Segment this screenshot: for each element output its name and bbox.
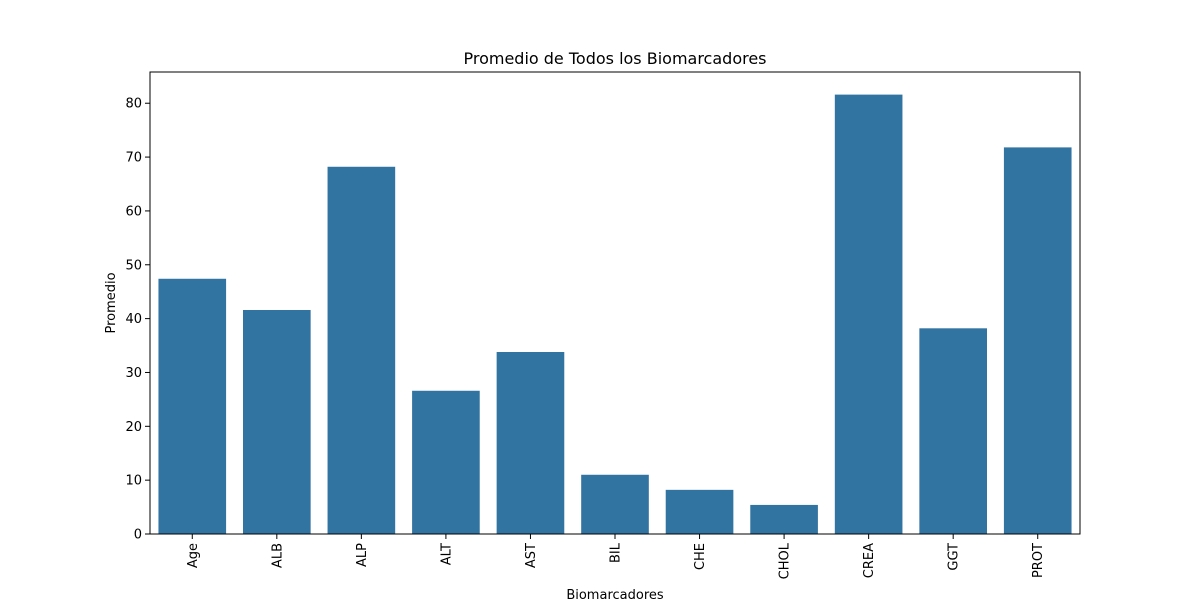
y-tick-label: 30 — [125, 366, 142, 381]
chart-title: Promedio de Todos los Biomarcadores — [463, 49, 766, 68]
bar-chol — [750, 504, 818, 534]
axes-layer: Age ALB ALP ALT AST BIL CHE CHOL CREA GGT PROT 0 10 2… — [125, 71, 1081, 579]
x-tick-label: BIL — [609, 542, 624, 563]
y-tick-label: 0 — [134, 528, 142, 543]
bar-che — [665, 489, 734, 534]
y-tick-label: 20 — [125, 420, 142, 435]
bar-age — [158, 278, 227, 534]
x-tick-label: ALT — [439, 543, 454, 565]
y-tick-label: 60 — [125, 204, 142, 219]
bar-prot — [1003, 147, 1072, 534]
y-tick-label: 10 — [125, 474, 142, 489]
bar-ggt — [919, 328, 987, 534]
bar-bil — [581, 474, 649, 534]
y-tick-label: 70 — [125, 151, 142, 166]
bar-alp — [327, 166, 396, 534]
y-tick-label: 40 — [125, 312, 142, 327]
plot-frame — [149, 71, 1081, 535]
y-tick-label: 50 — [125, 258, 142, 273]
x-tick-label: GGT — [947, 543, 962, 571]
bar-alb — [243, 310, 311, 534]
bar-crea — [834, 94, 903, 534]
x-axis-label: Biomarcadores — [566, 588, 664, 600]
x-tick-label: ALB — [270, 543, 285, 568]
x-tick-label: Age — [186, 543, 201, 568]
x-tick-label: AST — [524, 543, 539, 568]
bar-alt — [412, 390, 480, 534]
x-tick-label: ALP — [355, 543, 370, 567]
x-tick-label: CHE — [693, 543, 708, 570]
y-axis-label: Promedio — [104, 272, 119, 333]
bars-layer — [158, 94, 1072, 534]
y-tick-label: 80 — [125, 97, 142, 112]
x-tick-label: PROT — [1031, 543, 1046, 578]
bar-ast — [496, 352, 565, 534]
x-tick-label: CHOL — [778, 542, 793, 579]
x-tick-label: CREA — [862, 543, 877, 578]
